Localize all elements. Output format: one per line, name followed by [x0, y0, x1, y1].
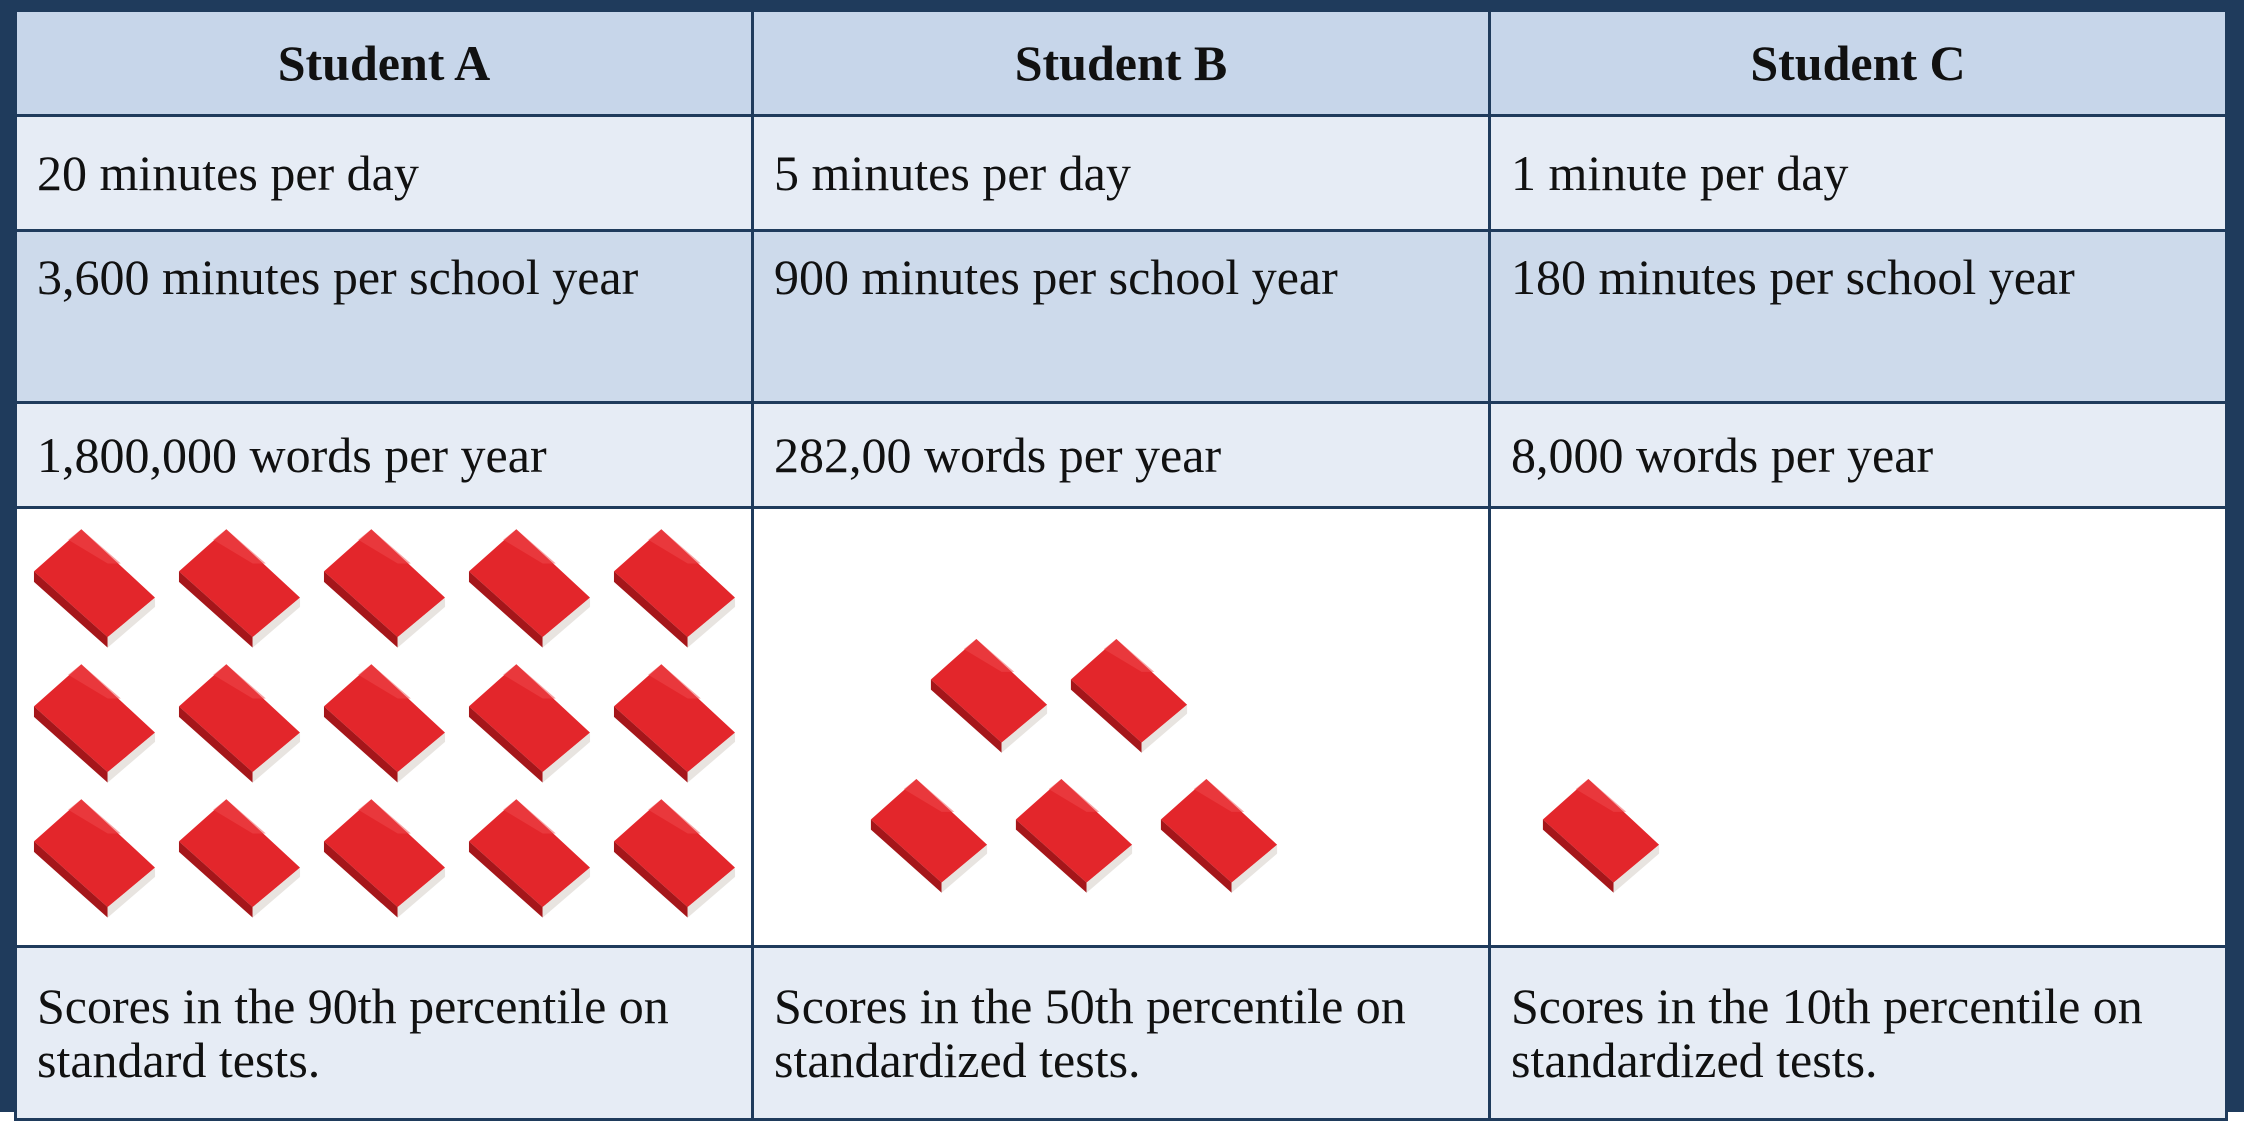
reading-table: Student A Student B Student C 20 minutes… — [14, 9, 2228, 1121]
header-cell: Student B — [751, 9, 1491, 117]
books-cell — [1488, 506, 2228, 948]
header-cell: Student C — [1488, 9, 2228, 117]
cell: 180 minutes per school year — [1488, 229, 2228, 404]
books-b — [870, 639, 1278, 893]
cell: 20 minutes per day — [14, 114, 754, 232]
books-cell — [14, 506, 754, 948]
cell: 1 minute per day — [1488, 114, 2228, 232]
cell: 282,00 words per year — [751, 401, 1491, 509]
header-row: Student A Student B Student C — [14, 9, 2228, 117]
row: 20 minutes per day 5 minutes per day 1 m… — [14, 114, 2228, 232]
books-c — [1542, 779, 1660, 893]
row: 3,600 minutes per school year 900 minute… — [14, 229, 2228, 404]
cell: 1,800,000 words per year — [14, 401, 754, 509]
header-cell: Student A — [14, 9, 754, 117]
cell: Scores in the 90th percentile on standar… — [14, 945, 754, 1121]
books-row — [14, 506, 2228, 948]
cell: Scores in the 50th percentile on standar… — [751, 945, 1491, 1121]
cell: 8,000 words per year — [1488, 401, 2228, 509]
cell: 5 minutes per day — [751, 114, 1491, 232]
books-cell — [751, 506, 1491, 948]
cell: Scores in the 10th percentile on standar… — [1488, 945, 2228, 1121]
row: Scores in the 90th percentile on standar… — [14, 945, 2228, 1121]
cell: 3,600 minutes per school year — [14, 229, 754, 404]
books-a — [33, 529, 736, 918]
row: 1,800,000 words per year 282,00 words pe… — [14, 401, 2228, 509]
cell: 900 minutes per school year — [751, 229, 1491, 404]
